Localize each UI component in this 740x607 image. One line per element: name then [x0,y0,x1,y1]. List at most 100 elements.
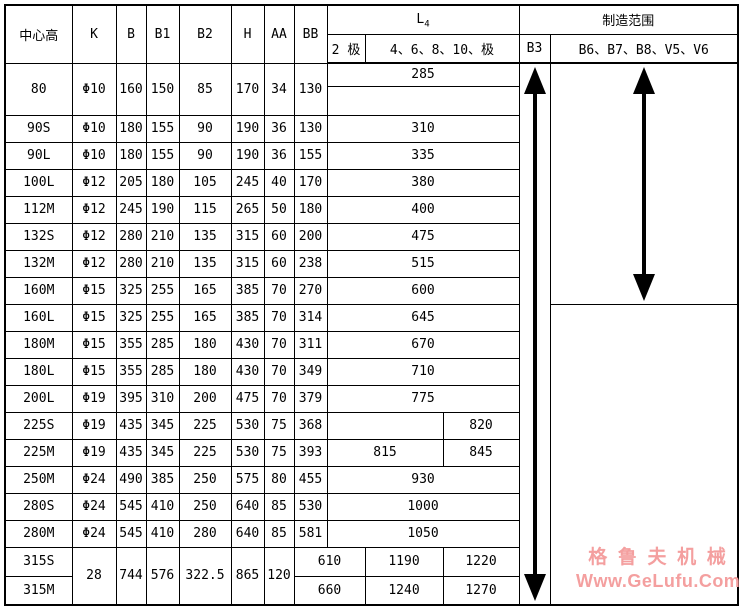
l4-empty-cell [326,85,520,116]
l4-cell: 310 [326,114,520,143]
table-cell: 280 [115,249,147,278]
table-cell: 150 [145,62,180,116]
row-100L: 100L Φ12 205 180 105 245 40 170 380 [4,168,738,197]
header-h: H [230,4,265,64]
row-80: 80 Φ10 160 150 85 170 34 130 285 [4,62,739,606]
table-cell: 130 [293,114,328,143]
table-cell: 455 [293,465,328,494]
header-b2: B2 [178,4,232,64]
header-row-bottom: 2 极 4、6、8、10、极 B3 B6、B7、B8、V5、V6 [5,33,739,64]
l4-cell: 1000 [326,492,520,521]
model-cell: 180M [4,330,73,359]
table-cell: 120 [263,546,295,606]
table-cell: 355 [115,330,147,359]
table-cell: Φ12 [71,168,117,197]
row-200L: 200L Φ19 395 310 200 475 70 379 775 [4,384,738,413]
model-cell: 200L [4,384,73,413]
table-cell: 90 [178,114,232,143]
table-cell: 40 [263,168,295,197]
model-cell: 90L [4,141,73,170]
header-b3: B3 [518,33,551,64]
row-280S: 280S Φ24 545 410 250 640 85 530 1000 [4,492,738,521]
table-cell: 576 [145,546,180,606]
row-250M: 250M Φ24 490 385 250 575 80 455 930 [4,465,738,494]
table-cell: 238 [293,249,328,278]
l4-right-cell: 845 [442,438,520,467]
table-cell: 490 [115,465,147,494]
table-cell: 310 [145,384,180,413]
mfg-range-arrow [631,67,656,301]
table-cell: Φ24 [71,492,117,521]
table-cell: 285 [145,330,180,359]
dimension-spec-table: 中心高 K B B1 B2 H AA BB L4 制造范围 2 极 4、6、8、… [4,4,739,606]
table-cell: 322.5 [178,546,232,606]
table-cell: 85 [178,62,232,116]
table-cell: 255 [145,303,180,332]
table-cell: 70 [263,276,295,305]
table-cell: 315 [230,249,265,278]
table-cell: 180 [115,114,147,143]
table-cell: 311 [293,330,328,359]
table-cell: 368 [293,411,328,440]
header-l4: L4 [326,4,520,35]
table-cell: 250 [178,492,232,521]
header-bb: BB [293,4,328,64]
table-cell: 545 [115,492,147,521]
row-180M: 180M Φ15 355 285 180 430 70 311 670 [4,330,738,359]
table-cell: Φ19 [71,411,117,440]
table-cell: 90 [178,141,232,170]
table-cell: 430 [230,357,265,386]
table-cell: 545 [115,519,147,548]
table-cell: 410 [145,492,180,521]
l4-cell: 670 [326,330,520,359]
table-cell: 34 [263,62,295,116]
model-cell: 160M [4,276,73,305]
table-cell: Φ24 [71,465,117,494]
table-cell: 170 [293,168,328,197]
table-cell: 190 [230,141,265,170]
table-cell: 393 [293,438,328,467]
table-cell: 430 [230,330,265,359]
model-cell: 225S [4,411,73,440]
table-cell: 744 [115,546,147,606]
table-cell: 210 [145,222,180,251]
table-cell: 325 [115,303,147,332]
header-row-top: 中心高 K B B1 B2 H AA BB L4 制造范围 [4,4,739,64]
l4-cell: 380 [326,168,520,197]
b3-range-arrow [522,67,547,601]
table-cell: 70 [263,357,295,386]
table-cell: Φ19 [71,438,117,467]
table-cell: 270 [293,276,328,305]
l4-mid-cell: 1190 [364,546,444,577]
model-cell: 112M [4,195,73,224]
table-cell: 280 [178,519,232,548]
row-160L: 160L Φ15 325 255 165 385 70 314 645 [4,303,739,606]
table-cell: 410 [145,519,180,548]
table-cell: Φ15 [71,276,117,305]
header-aa: AA [263,4,295,64]
l4-cell: 710 [326,357,520,386]
table-cell: 385 [145,465,180,494]
l4-cell: 515 [326,249,520,278]
l4-cell: 600 [326,276,520,305]
l4-2pole-cell: 610 [293,546,366,577]
table-cell: 225 [178,411,232,440]
table-cell: 180 [178,330,232,359]
table-cell: Φ19 [71,384,117,413]
model-cell: 225M [4,438,73,467]
header-b1: B1 [145,4,180,64]
table-cell: 60 [263,249,295,278]
table-cell: 640 [230,519,265,548]
l4-mid-cell: 1240 [364,575,444,606]
table-cell: 50 [263,195,295,224]
table-cell: 85 [263,519,295,548]
table-cell: Φ12 [71,249,117,278]
l4-cell: 930 [326,465,520,494]
row-132S: 132S Φ12 280 210 135 315 60 200 475 [4,222,738,251]
model-cell: 160L [4,303,73,332]
row-160M: 160M Φ15 325 255 165 385 70 270 600 [4,276,738,305]
table-cell: 200 [293,222,328,251]
table-cell: 205 [115,168,147,197]
table-cell: 180 [145,168,180,197]
table-cell: 180 [293,195,328,224]
